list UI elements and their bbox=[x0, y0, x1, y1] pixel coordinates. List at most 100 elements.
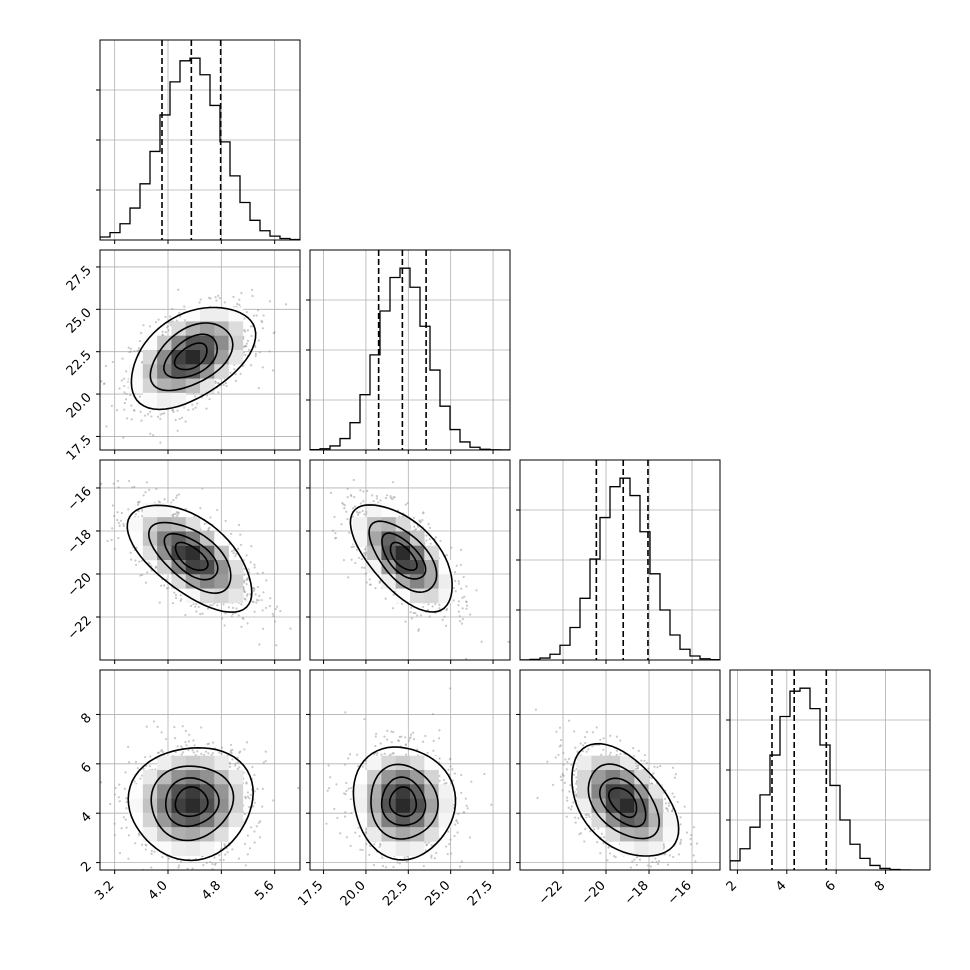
sample-point bbox=[243, 567, 246, 570]
sample-point bbox=[360, 566, 364, 569]
sample-point bbox=[253, 801, 256, 804]
sample-point bbox=[384, 496, 388, 500]
sample-point bbox=[161, 750, 165, 754]
histogram bbox=[520, 477, 720, 660]
contour-line bbox=[163, 333, 219, 379]
sample-point bbox=[118, 852, 122, 855]
sample-point bbox=[247, 568, 250, 571]
sample-point bbox=[268, 300, 272, 303]
sample-point bbox=[215, 299, 218, 302]
sample-point bbox=[111, 527, 114, 530]
sample-point bbox=[331, 529, 335, 532]
sample-point bbox=[269, 597, 272, 600]
sample-point bbox=[192, 893, 194, 895]
sample-point bbox=[355, 510, 359, 513]
sample-point bbox=[361, 509, 364, 513]
sample-point bbox=[110, 538, 113, 542]
sample-point bbox=[245, 594, 249, 597]
sample-point bbox=[201, 487, 204, 490]
sample-point bbox=[136, 767, 139, 770]
sample-point bbox=[196, 402, 199, 405]
sample-point bbox=[176, 513, 179, 516]
sample-point bbox=[199, 612, 202, 616]
sample-point bbox=[258, 836, 262, 839]
sample-point bbox=[174, 512, 177, 516]
sample-point bbox=[223, 844, 226, 848]
sample-point bbox=[225, 384, 228, 388]
sample-point bbox=[177, 511, 180, 514]
sample-point bbox=[363, 552, 366, 555]
sample-point bbox=[461, 607, 464, 610]
sample-point bbox=[243, 581, 246, 584]
sample-point bbox=[252, 601, 255, 604]
sample-point bbox=[245, 342, 248, 345]
sample-point bbox=[379, 499, 382, 502]
sample-point bbox=[200, 726, 203, 729]
sample-point bbox=[146, 571, 149, 574]
sample-point bbox=[160, 731, 163, 734]
sample-point bbox=[457, 600, 461, 603]
sample-point bbox=[401, 602, 404, 606]
sample-point bbox=[262, 627, 265, 630]
sample-point bbox=[422, 511, 425, 514]
sample-point bbox=[255, 314, 258, 317]
sample-point bbox=[112, 482, 115, 485]
sample-point bbox=[140, 419, 143, 422]
sample-point bbox=[246, 853, 249, 856]
sample-point bbox=[220, 752, 223, 755]
sample-point bbox=[289, 627, 292, 630]
sample-point bbox=[155, 565, 158, 568]
density-cell bbox=[228, 307, 244, 322]
sample-point bbox=[364, 572, 368, 575]
contour-line bbox=[381, 532, 427, 580]
sample-point bbox=[357, 511, 360, 515]
sample-point bbox=[240, 291, 243, 295]
sample-point bbox=[201, 612, 204, 615]
panel-1-0: 17.520.022.525.027.5 bbox=[64, 249, 301, 464]
density-cell bbox=[228, 574, 244, 589]
sample-point bbox=[362, 500, 365, 503]
sample-point bbox=[241, 616, 244, 620]
density-cell bbox=[214, 350, 229, 365]
sample-point bbox=[237, 547, 240, 550]
sample-point bbox=[412, 516, 416, 519]
sample-point bbox=[352, 478, 355, 482]
sample-point bbox=[384, 597, 387, 600]
sample-point bbox=[412, 611, 415, 615]
sample-point bbox=[334, 537, 337, 540]
sample-point bbox=[167, 857, 170, 860]
sample-point bbox=[131, 486, 134, 489]
sample-point bbox=[124, 771, 127, 774]
sample-point bbox=[124, 818, 127, 821]
sample-point bbox=[261, 805, 264, 808]
sample-point bbox=[253, 610, 256, 613]
sample-point bbox=[122, 436, 125, 439]
sample-point bbox=[171, 408, 174, 412]
sample-point bbox=[438, 607, 441, 610]
sample-point bbox=[236, 302, 239, 306]
sample-point bbox=[232, 552, 235, 555]
sample-point bbox=[463, 595, 466, 598]
sample-point bbox=[374, 587, 377, 590]
sample-point bbox=[363, 547, 367, 551]
density-cell bbox=[128, 364, 144, 379]
sample-point bbox=[253, 790, 256, 793]
sample-point bbox=[157, 318, 160, 321]
density-cell bbox=[171, 392, 187, 408]
sample-point bbox=[135, 546, 138, 549]
sample-point bbox=[465, 585, 468, 588]
sample-point bbox=[252, 586, 255, 590]
sample-point bbox=[213, 863, 217, 866]
sample-point bbox=[271, 612, 274, 615]
sample-point bbox=[144, 756, 147, 759]
sample-point bbox=[507, 640, 510, 644]
sample-point bbox=[127, 834, 131, 837]
sample-point bbox=[237, 614, 240, 617]
panel-frame bbox=[99, 39, 301, 241]
sample-point bbox=[264, 759, 267, 763]
sample-point bbox=[113, 834, 116, 837]
sample-point bbox=[233, 368, 236, 371]
sample-point bbox=[253, 830, 256, 833]
sample-point bbox=[163, 498, 166, 501]
sample-point bbox=[138, 395, 142, 398]
